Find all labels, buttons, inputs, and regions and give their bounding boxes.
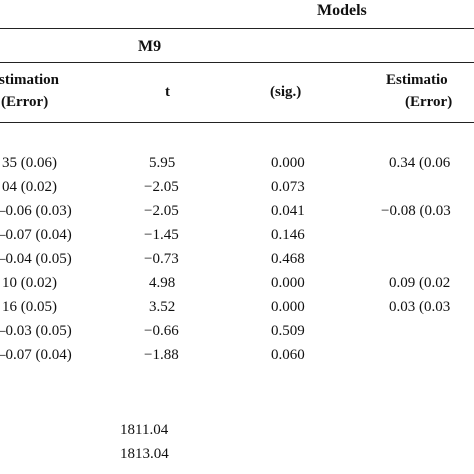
estimation2-cell: 0.03 (0.03: [389, 299, 451, 315]
m9-rule: [0, 62, 474, 63]
estimation2-cell: −0.08 (0.03: [381, 203, 451, 219]
estimation-header-right-line1: Estimatio: [386, 72, 448, 88]
estimation2-cell: 0.34 (0.06: [389, 155, 451, 171]
estimation-cell: 16 (0.05): [2, 299, 57, 315]
estimation-cell: –0.07 (0.04): [0, 227, 72, 243]
estimation-header-left-line1: stimation: [0, 72, 59, 88]
t-cell: −2.05: [144, 203, 179, 219]
t-cell: 4.98: [149, 275, 176, 291]
sig-cell: 0.000: [271, 275, 305, 291]
estimation-cell: 04 (0.02): [2, 179, 57, 195]
models-header: Models: [317, 2, 367, 19]
estimation-cell: –0.03 (0.05): [0, 323, 72, 339]
t-cell: 5.95: [149, 155, 176, 171]
sig-cell: 0.073: [271, 179, 305, 195]
estimation-cell: –0.06 (0.03): [0, 203, 72, 219]
sig-cell: 0.509: [271, 323, 305, 339]
estimation-cell: –0.07 (0.04): [0, 347, 72, 363]
t-cell: −1.88: [144, 347, 179, 363]
sig-cell: 0.146: [271, 227, 305, 243]
m9-header: M9: [138, 38, 162, 55]
fit-statistic-value: 1811.04: [120, 422, 169, 438]
estimation-cell: 35 (0.06): [2, 155, 57, 171]
estimation-header-right-line2: (Error): [405, 94, 453, 110]
t-cell: −0.73: [144, 251, 179, 267]
sig-cell: 0.468: [271, 251, 305, 267]
t-cell: 3.52: [149, 299, 176, 315]
t-cell: −2.05: [144, 179, 179, 195]
estimation2-cell: 0.09 (0.02: [389, 275, 451, 291]
t-cell: −1.45: [144, 227, 179, 243]
sig-cell: 0.041: [271, 203, 305, 219]
models-rule: [0, 28, 474, 29]
sig-cell: 0.060: [271, 347, 305, 363]
estimation-cell: –0.04 (0.05): [0, 251, 72, 267]
fit-statistic-value: 1813.04: [120, 446, 169, 462]
t-cell: −0.66: [144, 323, 179, 339]
t-column-header: t: [165, 84, 170, 100]
estimation-cell: 10 (0.02): [2, 275, 57, 291]
estimation-header-left-line2: (Error): [1, 94, 49, 110]
column-header-rule: [0, 122, 474, 123]
sig-cell: 0.000: [271, 155, 305, 171]
sig-cell: 0.000: [271, 299, 305, 315]
sig-column-header: (sig.): [270, 84, 302, 100]
